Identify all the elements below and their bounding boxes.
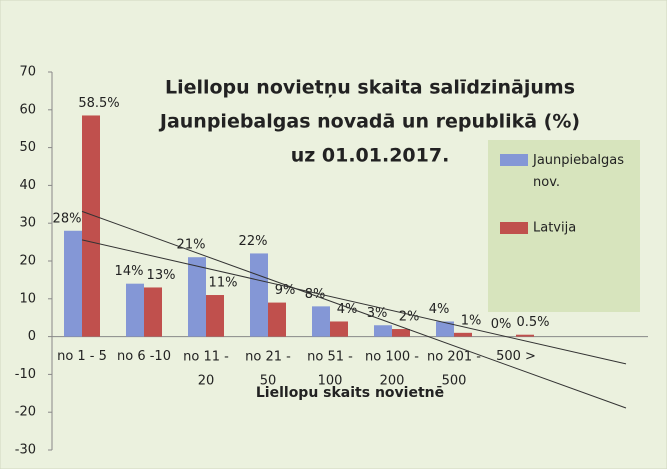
legend-swatch bbox=[500, 154, 528, 166]
data-label: 2% bbox=[399, 310, 420, 325]
bar bbox=[250, 253, 268, 337]
bar bbox=[454, 332, 472, 337]
data-label: 28% bbox=[53, 211, 82, 226]
data-label: 11% bbox=[209, 276, 238, 291]
y-tick-label: 70 bbox=[19, 65, 36, 80]
bar bbox=[268, 302, 286, 337]
bar bbox=[374, 325, 392, 337]
y-tick-label: 50 bbox=[19, 140, 36, 155]
bar bbox=[312, 306, 330, 337]
y-tick-label: -30 bbox=[15, 443, 36, 458]
x-tick-label: no 21 -50 bbox=[245, 349, 291, 388]
data-label: 4% bbox=[429, 302, 450, 317]
x-axis-label: Liellopu skaits novietnē bbox=[256, 385, 444, 401]
legend: Jaunpiebalgas nov. Latvija bbox=[488, 140, 640, 312]
x-tick-label: no 100 -200 bbox=[365, 349, 419, 388]
data-label: 13% bbox=[147, 268, 176, 283]
data-label: 22% bbox=[239, 234, 268, 249]
bar bbox=[64, 230, 82, 337]
x-tick-label: no 11 -20 bbox=[183, 349, 229, 388]
x-tick-label: no 1 - 5 bbox=[57, 349, 107, 364]
y-tick-label: 0 bbox=[28, 329, 36, 344]
y-tick-label: 20 bbox=[19, 254, 36, 269]
data-label: 14% bbox=[115, 264, 144, 279]
chart-title-line: uz 01.01.2017. bbox=[291, 145, 450, 167]
chart-title-line: Liellopu novietņu skaita salīdzinājums bbox=[165, 77, 575, 99]
bar bbox=[188, 257, 206, 337]
data-label: 0% bbox=[491, 317, 512, 332]
data-label: 21% bbox=[177, 238, 206, 253]
trendline bbox=[81, 210, 627, 409]
chart-title-line: Jaunpiebalgas novadā un republikā (%) bbox=[158, 111, 580, 133]
y-tick-label: 10 bbox=[19, 291, 36, 306]
legend-label: Jaunpiebalgas nov. bbox=[532, 153, 624, 190]
y-tick-label: 40 bbox=[19, 178, 36, 193]
bar bbox=[144, 287, 162, 337]
y-tick-label: -20 bbox=[15, 405, 36, 420]
data-label: 3% bbox=[367, 306, 388, 321]
chart-title: Liellopu novietņu skaita salīdzinājums Ja… bbox=[158, 77, 580, 167]
x-tick-label: no 6 -10 bbox=[117, 349, 171, 364]
bar bbox=[82, 115, 100, 337]
data-label: 9% bbox=[275, 283, 296, 298]
legend-swatch bbox=[500, 222, 528, 234]
y-tick-label: 60 bbox=[19, 102, 36, 117]
x-tick-label: no 51 -100 bbox=[307, 349, 353, 388]
bar bbox=[126, 283, 144, 337]
bar bbox=[516, 334, 534, 337]
x-tick-label: 500 > bbox=[496, 349, 536, 364]
trendline bbox=[81, 239, 627, 365]
bar bbox=[436, 321, 454, 337]
bar bbox=[206, 295, 224, 337]
y-tick-label: -10 bbox=[15, 367, 36, 382]
bar bbox=[392, 329, 410, 337]
data-label: 0.5% bbox=[516, 315, 549, 330]
data-label: 1% bbox=[461, 313, 482, 328]
data-label: 8% bbox=[305, 287, 326, 302]
x-tick-label: no 201 -500 bbox=[427, 349, 481, 388]
bar bbox=[330, 321, 348, 337]
data-label: 58.5% bbox=[78, 96, 119, 111]
y-tick-label: 30 bbox=[19, 216, 36, 231]
legend-label: Latvija bbox=[533, 221, 576, 236]
